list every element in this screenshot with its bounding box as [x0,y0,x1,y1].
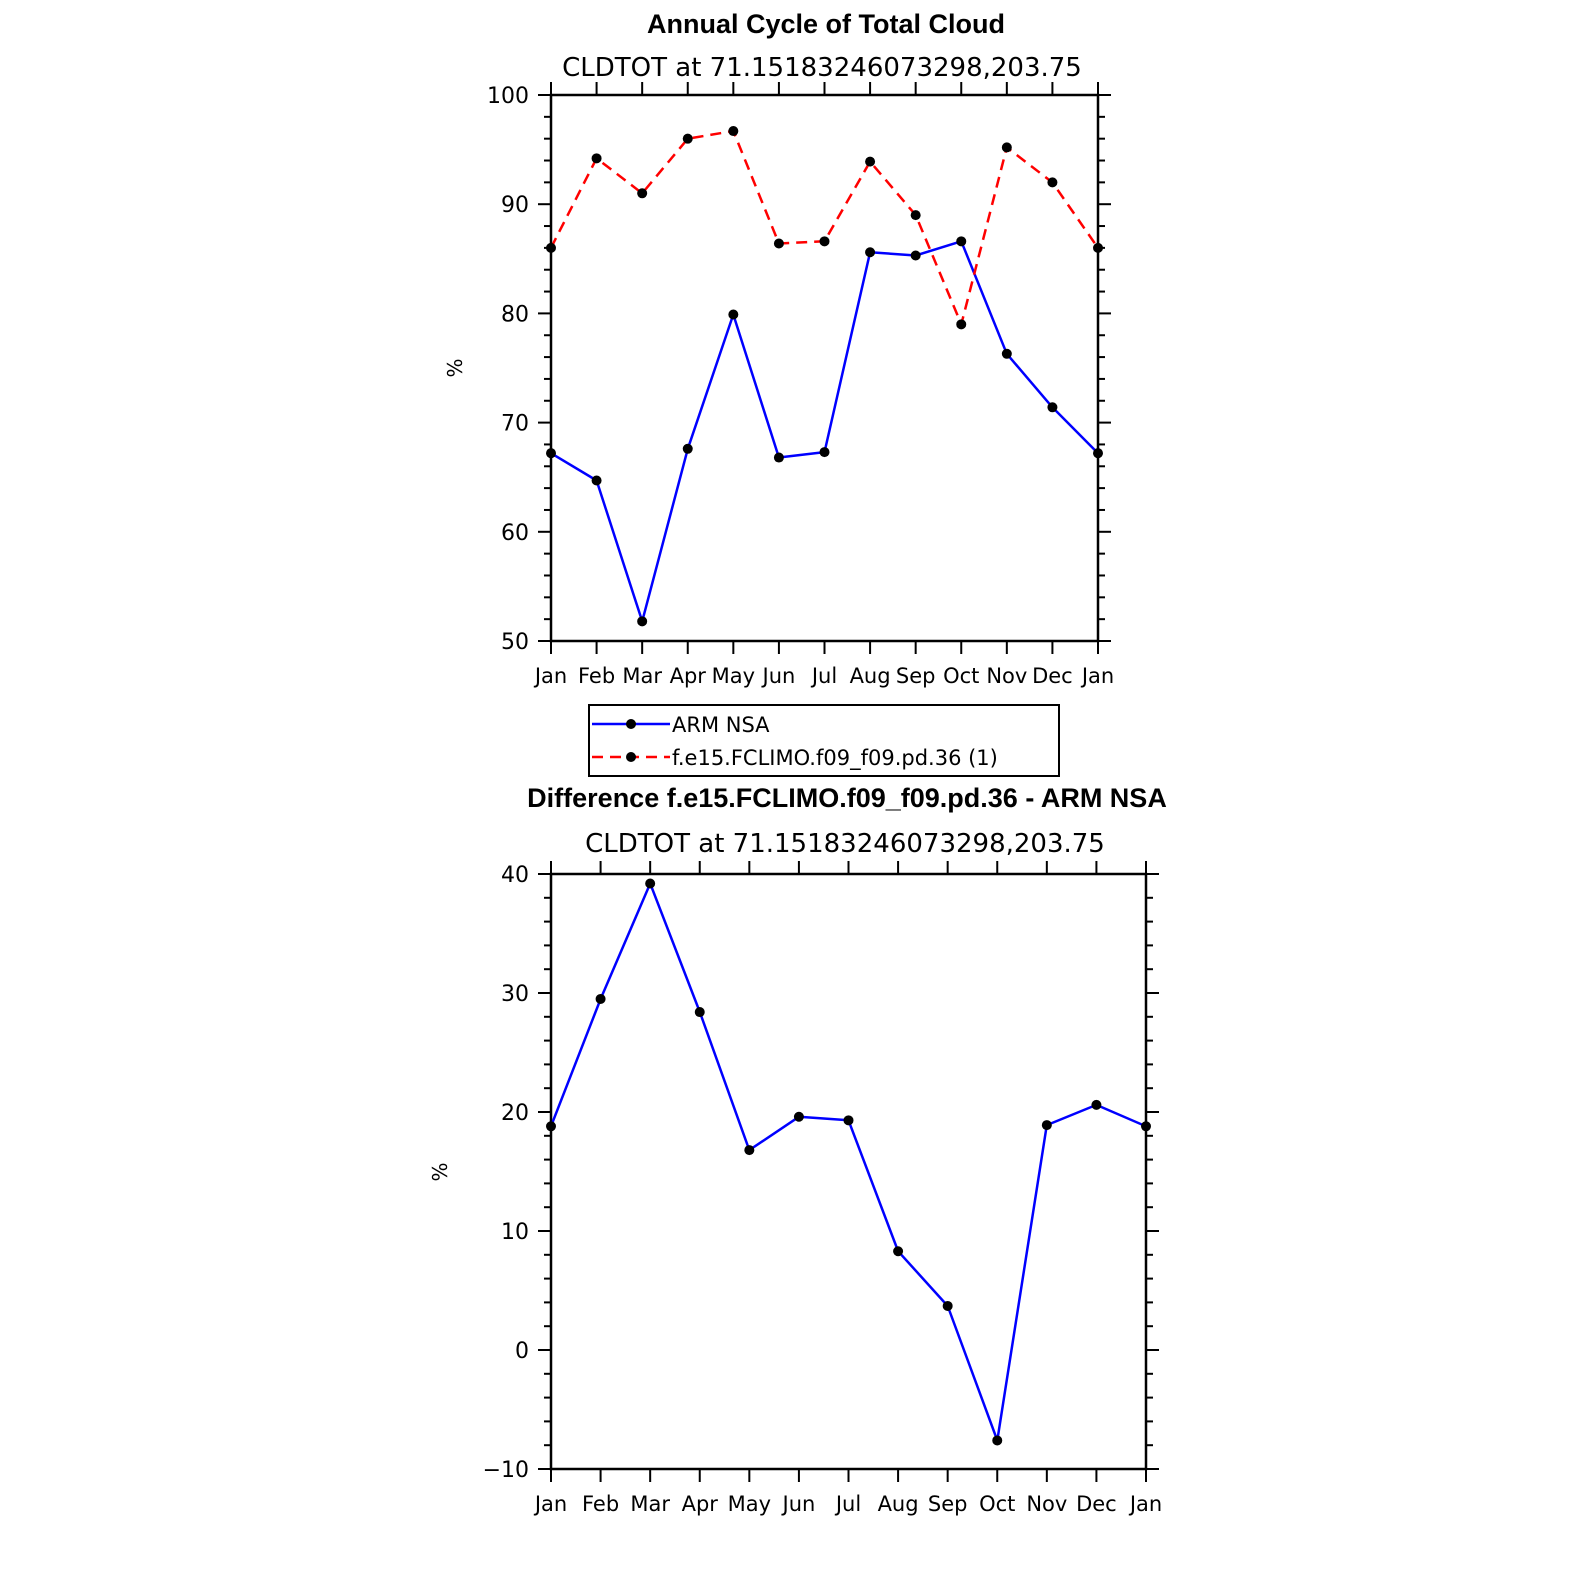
x-tick-label: May [712,664,755,688]
x-tick-label: Jun [781,1492,816,1516]
y-tick-label: 100 [487,84,529,109]
series-0-point [793,1111,804,1122]
y-tick-label: 70 [501,412,529,437]
series-0-point [694,1007,705,1018]
x-tick-label: Apr [670,664,707,688]
y-tick-label: 20 [501,1101,529,1126]
chart1-legend: ARM NSA f.e15.FCLIMO.f09_f09.pd.36 (1) [588,704,1060,777]
series-0-point [595,993,606,1004]
x-tick-label: Nov [986,664,1027,688]
series-0-point [865,247,876,258]
legend-label-model: f.e15.FCLIMO.f09_f09.pd.36 (1) [672,746,998,771]
legend-box [588,704,1060,777]
series-0-point [1001,348,1012,359]
chart1-subtitle: CLDTOT at 71.15183246073298,203.75 [562,53,1082,83]
legend-marker-arm-nsa [626,719,636,729]
x-tick-label: Jul [834,1492,861,1516]
series-1-point [1093,242,1103,253]
x-tick-label: Oct [943,664,979,688]
series-0-point [773,452,784,463]
legend-marker-model [626,752,636,762]
x-tick-label: Jan [533,664,567,688]
x-tick-label: Mar [630,1492,670,1516]
series-1-point [546,242,556,253]
series-0-point [819,447,830,458]
series-0-point [910,250,921,261]
x-tick-label: Feb [578,664,615,688]
series-line-0 [549,882,1147,1442]
x-tick-label: Aug [850,664,891,688]
y-tick-label: 30 [501,982,529,1007]
series-1-point [910,210,921,221]
series-1-point [1047,177,1058,188]
plot-frame [549,872,1148,1471]
series-0-point [637,616,648,627]
series-0-point [1093,448,1103,459]
series-1-point [728,126,739,137]
series-0-point [645,878,656,889]
x-tick-label: Jan [533,1492,567,1516]
series-0-point [1047,402,1058,413]
series-0-point [893,1246,904,1257]
x-tick-label: Nov [1026,1492,1067,1516]
x-tick-label: Jun [761,664,796,688]
x-tick-label: Sep [928,1492,968,1516]
series-0-point [546,1121,556,1132]
series-0-point [992,1435,1003,1446]
x-tick-label: Apr [682,1492,719,1516]
x-tick-label: Dec [1032,664,1073,688]
series-1-point [819,236,830,247]
x-tick-label: Oct [979,1492,1015,1516]
series-1-point [1001,142,1012,153]
x-tick-label: Mar [622,664,662,688]
series-0-point [682,443,693,454]
series-0-point [546,448,556,459]
y-tick-label: 10 [501,1220,529,1245]
x-tick-label: Jan [1080,664,1114,688]
series-0-point [744,1145,755,1156]
x-tick-label: Dec [1076,1492,1117,1516]
series-0-point [843,1115,854,1126]
series-line-1 [549,129,1100,326]
series-0-point [728,309,739,320]
series-1-point [865,156,876,167]
chart1-title: Annual Cycle of Total Cloud [647,9,1005,39]
y-tick-label: 60 [501,521,529,546]
y-tick-label: 80 [501,302,529,327]
legend-label-arm-nsa: ARM NSA [672,713,770,737]
x-tick-label: Sep [896,664,936,688]
series-0-point [1091,1099,1102,1110]
chart2-plot-area: −10 0 10 20 30 40 Jan Feb Mar Apr May Jun Jul Aug Sep O… [483,861,1162,1516]
chart1-plot-area: 50 60 70 80 90 100 Jan Feb Mar Apr May Jun Jul Aug Sep… [487,82,1114,688]
series-0-point [1041,1120,1052,1131]
y-tick-label: −10 [483,1458,529,1483]
series-1-point [956,319,967,330]
series-1-point [773,238,784,249]
plot-frame [549,93,1100,643]
series-0-point [942,1300,953,1311]
series-line-0 [550,240,1099,623]
series-0-point [956,236,967,247]
series-1-point [637,188,648,199]
chart2-subtitle: CLDTOT at 71.15183246073298,203.75 [585,829,1105,859]
x-tick-label: May [728,1492,771,1516]
x-tick-label: Aug [878,1492,919,1516]
chart2-title: Difference f.e15.FCLIMO.f09_f09.pd.36 - … [527,783,1167,813]
series-0-point [1141,1121,1151,1132]
y-tick-label: 50 [501,630,529,655]
series-1-point [682,133,693,144]
x-tick-label: Feb [582,1492,619,1516]
y-tick-label: 0 [515,1339,529,1364]
series-0-point [591,475,602,486]
x-tick-label: Jan [1128,1492,1162,1516]
chart1-ylabel: % [443,358,467,377]
series-1-point [591,153,602,164]
y-tick-label: 40 [501,863,529,888]
y-tick-label: 90 [501,193,529,218]
chart2-ylabel: % [428,1162,452,1181]
x-tick-label: Jul [810,664,837,688]
